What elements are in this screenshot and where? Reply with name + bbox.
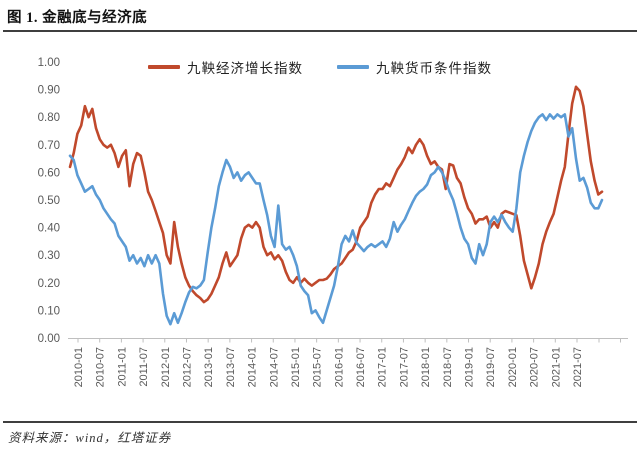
x-axis-tick-label: 2012-01 <box>160 347 172 387</box>
y-axis-tick-label: 0.70 <box>38 140 60 152</box>
figure-title: 图 1. 金融底与经济底 <box>7 10 148 26</box>
y-axis-tick-label: 0.30 <box>38 250 60 262</box>
data-source-note: 资料来源：wind，红塔证券 <box>8 431 172 445</box>
y-axis-tick-label: 0.50 <box>38 195 60 207</box>
x-axis-tick-label: 2019-07 <box>485 347 497 387</box>
y-axis-tick-label: 0.20 <box>38 278 60 290</box>
footer-divider <box>3 421 637 423</box>
x-axis-tick-label: 2011-01 <box>116 347 128 387</box>
monetary-conditions-index-line <box>68 113 604 326</box>
chart-legend: 九鞅经济增长指数 九鞅货币条件指数 <box>0 57 640 77</box>
y-axis-tick-label: 0.80 <box>38 112 60 124</box>
x-axis-tick-label: 2015-07 <box>312 347 324 387</box>
y-axis-tick-label: 0.10 <box>38 305 60 317</box>
y-axis-tick-label: 0.60 <box>38 167 60 179</box>
x-axis-tick-label: 2019-01 <box>464 347 476 387</box>
x-axis-tick-label: 2013-01 <box>203 347 215 387</box>
x-axis-tick-label: 2013-07 <box>225 347 237 387</box>
x-axis-tick-label: 2021-07 <box>572 347 584 387</box>
x-axis-tick-label: 2012-07 <box>181 347 193 387</box>
y-axis-tick-label: 0.00 <box>38 333 60 345</box>
x-axis-tick-label: 2014-01 <box>247 347 259 387</box>
line-chart-plot: 1.00 0.90 0.80 0.70 0.60 0.50 0.40 0.30 0.20 0.10… <box>38 57 628 387</box>
x-axis-tick-label: 2021-01 <box>550 347 562 387</box>
x-axis-tick-label: 2020-07 <box>529 347 541 387</box>
x-axis-tick-label: 2018-07 <box>442 347 454 387</box>
x-axis-tick-label: 2018-01 <box>420 347 432 387</box>
y-axis-tick-label: 1.00 <box>38 57 60 69</box>
x-axis-tick-label: 2016-01 <box>333 347 345 387</box>
legend-label: 九鞅货币条件指数 <box>376 61 492 76</box>
red-line-swatch <box>148 65 180 69</box>
x-axis-tick-label: 2010-07 <box>95 347 107 387</box>
x-axis-tick-label: 2010-01 <box>73 347 85 387</box>
x-axis-tick-label: 2020-01 <box>507 347 519 387</box>
x-axis-tick-label: 2017-01 <box>377 347 389 387</box>
x-axis-tick-label: 2011-07 <box>138 347 150 387</box>
x-axis-tick-label: 2014-07 <box>268 347 280 387</box>
y-axis-tick-label: 0.40 <box>38 223 60 235</box>
economic-growth-index-line <box>68 85 604 304</box>
x-axis-tick-label: 2016-07 <box>355 347 367 387</box>
x-axis-tick-label: 2017-07 <box>398 347 410 387</box>
blue-line-swatch <box>337 65 369 69</box>
legend-label: 九鞅经济增长指数 <box>187 61 303 76</box>
legend-item-economic-growth-index: 九鞅经济增长指数 <box>148 57 303 77</box>
title-divider <box>3 30 637 32</box>
legend-item-monetary-conditions-index: 九鞅货币条件指数 <box>337 57 492 77</box>
y-axis-tick-label: 0.90 <box>38 85 60 97</box>
x-axis-tick-label: 2015-01 <box>290 347 302 387</box>
